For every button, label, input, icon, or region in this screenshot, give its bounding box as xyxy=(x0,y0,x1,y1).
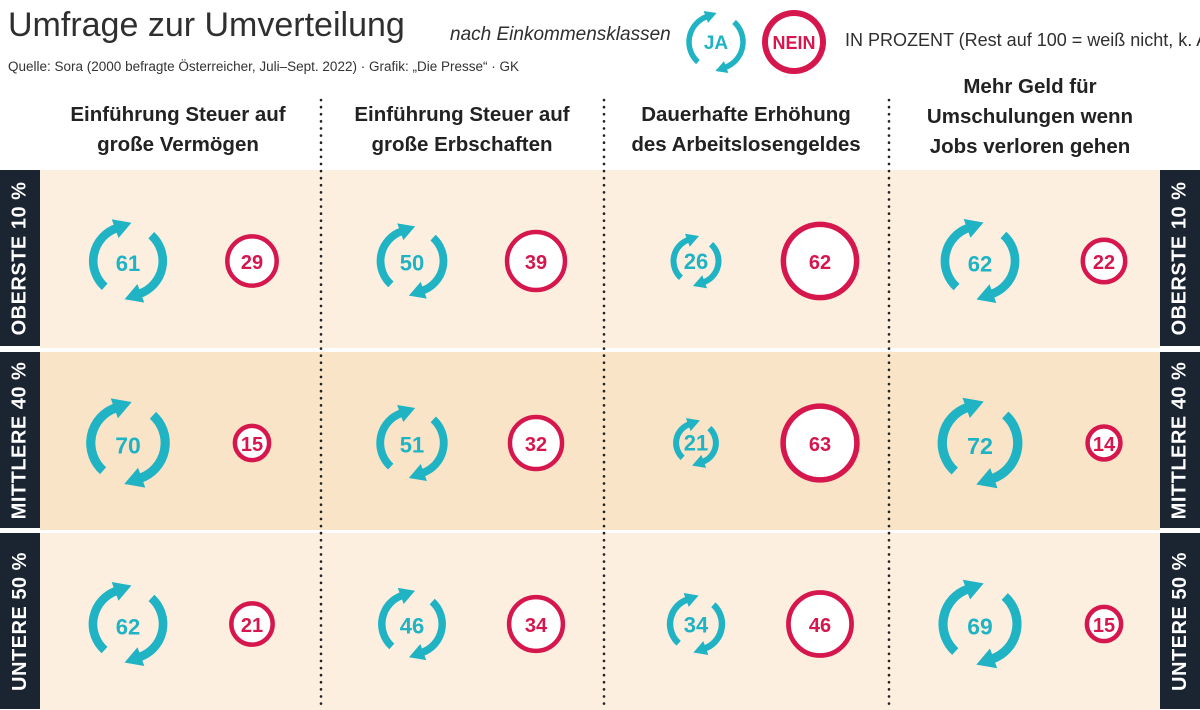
source-note: Quelle: Sora (2000 befragte Österreicher… xyxy=(8,59,519,74)
ja-value-label: 61 xyxy=(116,251,140,276)
row-label-text: UNTERE 50 % xyxy=(8,551,31,691)
row-label-text: OBERSTE 10 % xyxy=(8,181,31,335)
legend-nein-label: NEIN xyxy=(772,33,815,53)
row-label-text: UNTERE 50 % xyxy=(1168,551,1191,691)
nein-ring-mark xyxy=(229,601,275,647)
nein-value-label: 39 xyxy=(525,252,547,274)
column-header: Einführung Steuer auf große Erbschaften xyxy=(337,100,587,160)
ja-arrows-mark xyxy=(86,398,170,488)
row-band xyxy=(40,352,1160,530)
column-header-line: große Vermögen xyxy=(97,133,259,156)
ja-value-label: 21 xyxy=(684,431,708,456)
nein-value-label: 15 xyxy=(1093,615,1115,637)
page-title: Umfrage zur Umverteilung xyxy=(8,6,405,44)
column-header: Einführung Steuer auf große Vermögen xyxy=(53,100,303,160)
row-label-text: OBERSTE 10 % xyxy=(1168,181,1191,335)
column-header-line: Mehr Geld für xyxy=(963,75,1097,98)
ja-value-label: 26 xyxy=(684,249,708,274)
ja-value-label: 70 xyxy=(115,433,141,459)
ja-value-label: 69 xyxy=(967,614,992,640)
row-band xyxy=(40,533,1160,710)
column-header-line: Dauerhafte Erhöhung xyxy=(641,103,851,126)
nein-value-label: 14 xyxy=(1093,434,1116,456)
nein-ring-mark xyxy=(780,403,860,483)
row-label-right: UNTERE 50 % xyxy=(1160,533,1200,709)
column-header-line: Jobs verloren gehen xyxy=(929,135,1131,158)
ja-value-label: 72 xyxy=(967,433,993,459)
column-header-line: große Erbschaften xyxy=(371,133,553,156)
ja-value-label: 46 xyxy=(400,613,424,638)
ja-arrows-mark xyxy=(670,233,722,289)
row-label-left: MITTLERE 40 % xyxy=(0,352,40,528)
ja-value-label: 51 xyxy=(400,433,424,458)
column-header-line: Einführung Steuer auf xyxy=(354,103,570,126)
nein-ring-mark xyxy=(786,590,854,658)
nein-value-label: 63 xyxy=(809,434,831,456)
ja-arrows-mark xyxy=(937,397,1023,489)
column-header: Dauerhafte Erhöhung des Arbeitslosengelde… xyxy=(621,100,871,160)
legend-ja-arrows xyxy=(686,11,746,73)
nein-ring-mark xyxy=(225,234,279,288)
legend-ja-icon: JA xyxy=(686,11,746,73)
row-label-left: UNTERE 50 % xyxy=(0,533,40,709)
ja-arrows-mark xyxy=(88,219,168,303)
row-label-left: OBERSTE 10 % xyxy=(0,170,40,346)
nein-ring-mark xyxy=(1084,604,1124,644)
nein-ring-mark xyxy=(232,423,272,463)
nein-value-label: 22 xyxy=(1093,252,1115,274)
legend: JA NEIN xyxy=(686,10,826,74)
ja-value-label: 62 xyxy=(968,251,992,276)
ja-arrows-mark xyxy=(376,223,448,299)
nein-value-label: 15 xyxy=(241,434,263,456)
nein-ring-mark xyxy=(780,221,860,301)
ja-value-label: 50 xyxy=(400,251,424,276)
ja-arrows-mark xyxy=(673,418,719,468)
ja-arrows-mark xyxy=(666,593,726,655)
nein-ring-mark xyxy=(506,594,566,654)
legend-ja-label: JA xyxy=(704,33,729,54)
row-label-right: OBERSTE 10 % xyxy=(1160,170,1200,346)
row-label-right: MITTLERE 40 % xyxy=(1160,352,1200,528)
ja-value-label: 34 xyxy=(684,613,709,638)
column-header-line: Einführung Steuer auf xyxy=(70,103,286,126)
ja-arrows-mark xyxy=(88,582,168,666)
column-header: Mehr Geld für Umschulungen wenn Jobs verlo… xyxy=(905,72,1155,162)
nein-value-label: 29 xyxy=(241,252,263,274)
row-label-text: MITTLERE 40 % xyxy=(1168,361,1191,519)
nein-value-label: 34 xyxy=(525,615,548,637)
legend-nein-icon: NEIN xyxy=(762,10,826,74)
nein-value-label: 32 xyxy=(525,434,547,456)
page-subtitle: nach Einkommensklassen xyxy=(450,24,671,45)
nein-value-label: 46 xyxy=(809,615,831,637)
row-label-text: MITTLERE 40 % xyxy=(8,361,31,519)
ja-value-label: 62 xyxy=(116,614,140,639)
ja-arrows-mark xyxy=(376,404,448,482)
nein-ring-mark xyxy=(1080,237,1128,285)
nein-ring-mark xyxy=(1085,424,1123,462)
nein-value-label: 62 xyxy=(809,252,831,274)
column-header-line: Umschulungen wenn xyxy=(926,105,1134,128)
nein-ring-mark xyxy=(504,229,568,293)
ja-arrows-mark xyxy=(940,219,1020,303)
nein-value-label: 21 xyxy=(241,615,263,637)
ja-arrows-mark xyxy=(938,579,1022,669)
column-header-line: des Arbeitslosengeldes xyxy=(631,133,861,156)
nein-ring-mark xyxy=(507,414,565,472)
ja-arrows-mark xyxy=(378,587,446,661)
unit-note: IN PROZENT (Rest auf 100 = weiß nicht, k… xyxy=(845,30,1200,50)
